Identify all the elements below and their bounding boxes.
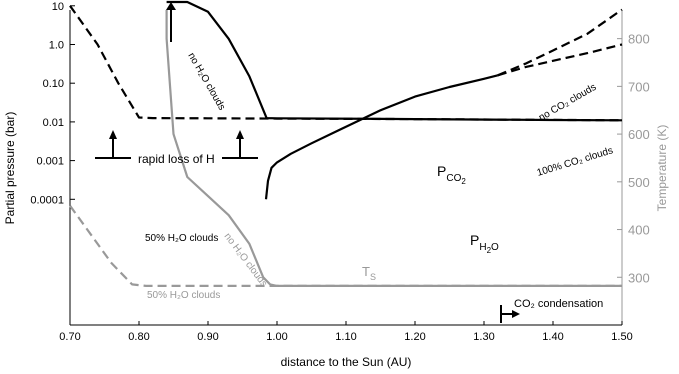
label-ts: TS — [362, 264, 376, 282]
label-pco2: PCO2 — [437, 163, 466, 186]
x-axis-label: distance to the Sun (AU) — [281, 355, 412, 369]
y-right-tick-label: 700 — [628, 79, 650, 94]
label-no-h2o-clouds: no H₂O clouds — [185, 51, 227, 112]
x-tick-label: 1.40 — [542, 331, 563, 343]
series-line-6 — [69, 205, 622, 287]
label-rapid-loss: rapid loss of H — [138, 152, 215, 166]
x-tick-label: 0.90 — [197, 331, 218, 343]
y-right-tick-label: 500 — [628, 175, 650, 190]
y-right-tick-label: 400 — [628, 223, 650, 238]
x-tick-label: 1.20 — [404, 331, 425, 343]
label-50pct-h2o-clouds-grey: 50% H₂O clouds — [147, 290, 220, 301]
series-line-0 — [264, 74, 499, 200]
axis-tick-labels: 0.70 0.80 0.90 1.00 1.10 1.20 1.30 1.40 1.50 0.00… — [30, 1, 650, 343]
y-left-tick-label: 0.01 — [43, 117, 64, 129]
x-tick-label: 1.50 — [611, 331, 632, 343]
y-left-tick-label: 0.001 — [36, 156, 64, 168]
y-left-tick-label: 0.0001 — [30, 194, 64, 206]
y-left-tick-label: 0.10 — [43, 78, 64, 90]
series-layer — [69, 0, 623, 287]
x-tick-label: 1.30 — [473, 331, 494, 343]
x-tick-label: 1.00 — [266, 331, 287, 343]
escape-arrow-top — [166, 2, 176, 42]
label-ph2o: PH2O — [470, 232, 499, 255]
rapid-loss-arrow-left — [95, 130, 131, 159]
series-line-2 — [497, 43, 623, 77]
series-line-4 — [69, 5, 623, 122]
co2-condensation-arrow — [500, 305, 520, 323]
axis-ticks — [69, 5, 623, 325]
y-left-tick-label: 1.0 — [49, 40, 64, 52]
x-tick-label: 1.10 — [335, 331, 356, 343]
right-y-axis-label: Temperature (K) — [655, 125, 669, 212]
left-y-axis-label: Partial pressure (bar) — [3, 112, 17, 225]
series-line-1 — [497, 8, 623, 77]
label-no-co2-clouds: no CO₂ clouds — [537, 82, 598, 124]
y-right-tick-label: 300 — [628, 270, 650, 285]
label-co2-condensation: CO₂ condensation — [514, 298, 603, 310]
y-left-tick-label: 10 — [52, 1, 64, 13]
x-tick-label: 0.80 — [128, 331, 149, 343]
y-right-tick-label: 800 — [628, 32, 650, 47]
rapid-loss-arrow-right — [222, 130, 258, 159]
label-50pct-h2o-clouds-black: 50% H₂O clouds — [145, 233, 218, 244]
label-100pct-co2-clouds: 100% CO₂ clouds — [536, 145, 615, 179]
x-tick-label: 0.70 — [59, 331, 80, 343]
y-right-tick-label: 600 — [628, 127, 650, 142]
